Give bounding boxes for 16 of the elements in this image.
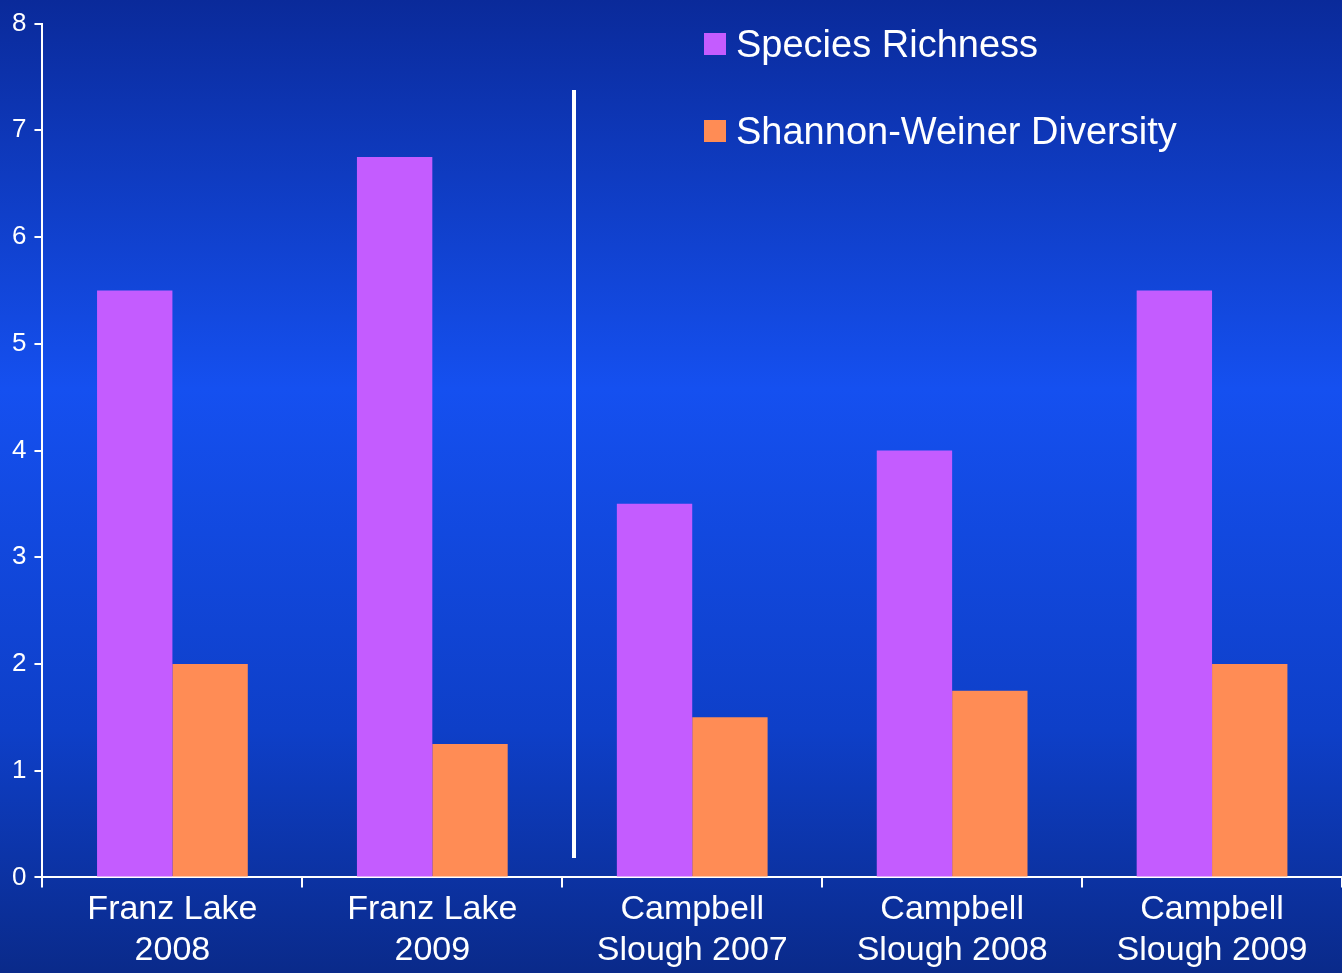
y-tick-label: 5	[11, 326, 27, 357]
y-tick-label: 4	[11, 433, 27, 464]
x-tick-label: Campbell Slough 2007	[596, 888, 788, 967]
y-tick-label: 7	[11, 113, 27, 144]
y-tick-label: 1	[11, 753, 27, 784]
y-tick-label: 6	[11, 220, 27, 251]
y-tick-label: 2	[11, 647, 27, 678]
y-tick-label: 8	[11, 6, 27, 37]
x-tick-label: Franz Lake 2008	[87, 888, 258, 967]
legend-label: Species Richness	[736, 22, 1039, 66]
legend-label: Shannon-Weiner Diversity	[736, 109, 1177, 153]
y-tick-label: 3	[11, 540, 27, 571]
y-tick-label: 0	[11, 860, 27, 891]
x-tick-label: Campbell Slough 2008	[856, 888, 1048, 967]
x-tick-label: Franz Lake 2009	[347, 888, 518, 967]
x-tick-label: Campbell Slough 2009	[1116, 888, 1308, 967]
